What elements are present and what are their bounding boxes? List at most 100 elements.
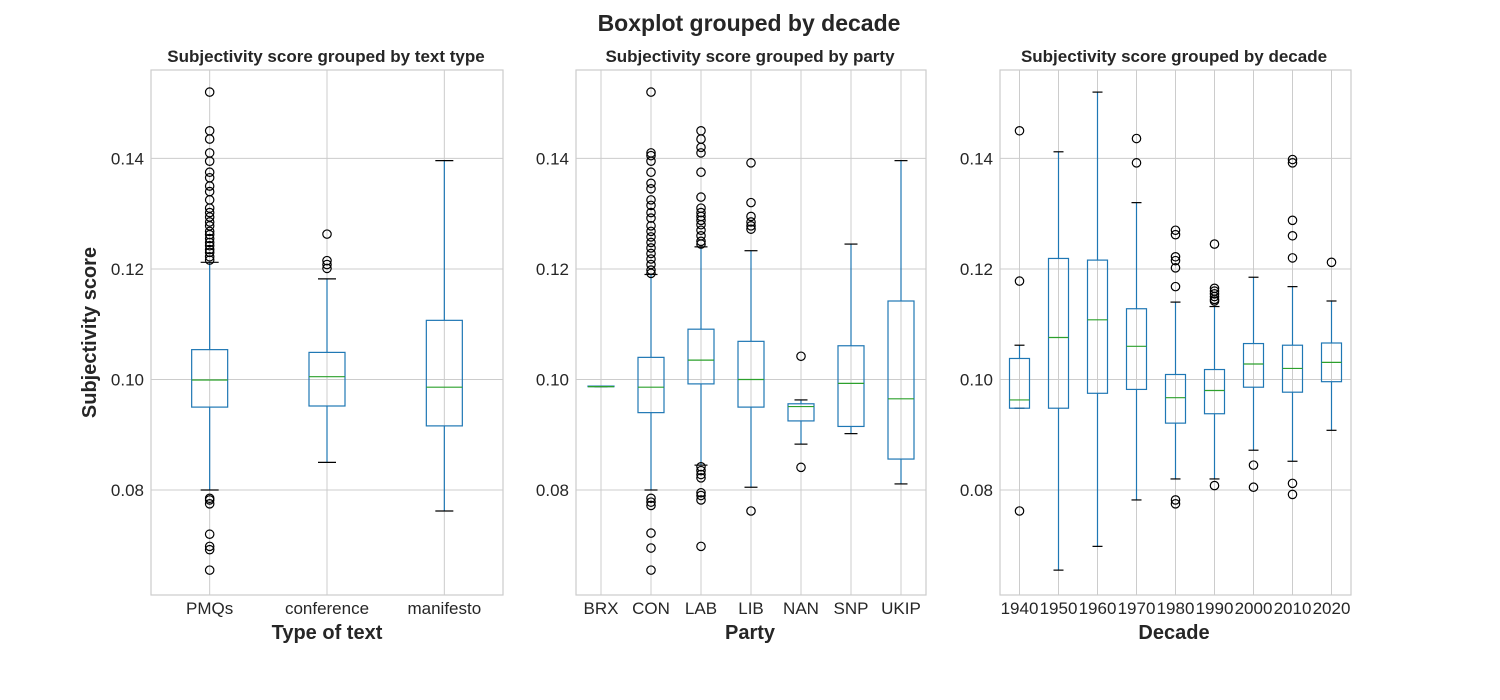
outlier-point bbox=[1287, 230, 1298, 241]
box-1970 bbox=[1125, 133, 1148, 501]
outlier-point bbox=[646, 528, 656, 538]
outlier-point bbox=[204, 229, 215, 240]
y-tick-label: 0.08 bbox=[960, 481, 993, 500]
outlier-point bbox=[204, 207, 215, 218]
y-tick-label: 0.08 bbox=[111, 481, 144, 500]
outlier-point bbox=[646, 226, 656, 237]
outlier-point bbox=[1209, 480, 1220, 491]
outlier-point bbox=[696, 465, 706, 476]
box-BRX bbox=[587, 385, 615, 388]
box-1940 bbox=[1008, 125, 1031, 516]
outlier-point bbox=[746, 224, 756, 234]
outlier-point bbox=[696, 487, 706, 498]
outlier-point bbox=[1287, 489, 1298, 500]
iqr-box bbox=[1125, 308, 1148, 391]
outlier-point bbox=[322, 255, 332, 266]
x-tick-label: 2000 bbox=[1235, 599, 1273, 618]
box-2010 bbox=[1281, 154, 1304, 500]
outlier-point bbox=[646, 248, 656, 259]
outlier-point bbox=[696, 215, 706, 226]
outlier-point bbox=[1170, 251, 1181, 262]
outlier-point bbox=[1287, 158, 1298, 168]
box-LAB bbox=[687, 125, 715, 552]
box-1980 bbox=[1164, 225, 1187, 509]
x-axis-label: Decade bbox=[1138, 622, 1209, 644]
box-conference bbox=[308, 229, 346, 463]
iqr-box bbox=[308, 351, 346, 407]
outlier-point bbox=[322, 229, 332, 239]
outlier-point bbox=[646, 493, 656, 504]
outlier-point bbox=[1014, 276, 1025, 286]
outlier-point bbox=[1287, 478, 1298, 489]
x-tick-label: manifesto bbox=[407, 599, 481, 618]
iqr-box bbox=[1047, 257, 1070, 409]
x-tick-label: PMQs bbox=[186, 599, 233, 618]
x-tick-label: LIB bbox=[738, 599, 764, 618]
outlier-point bbox=[1014, 125, 1025, 136]
y-tick-label: 0.12 bbox=[960, 260, 993, 279]
outlier-point bbox=[1170, 281, 1181, 292]
outlier-point bbox=[1014, 506, 1025, 516]
outlier-point bbox=[646, 213, 656, 223]
outlier-point bbox=[204, 226, 215, 237]
outlier-point bbox=[646, 268, 656, 279]
outlier-point bbox=[746, 221, 756, 231]
box-PMQs bbox=[191, 87, 229, 575]
outlier-point bbox=[1170, 495, 1181, 505]
outlier-point bbox=[1326, 257, 1337, 268]
outlier-point bbox=[696, 148, 706, 158]
iqr-box bbox=[1086, 259, 1109, 394]
outlier-point bbox=[696, 490, 706, 501]
outlier-point bbox=[1170, 263, 1181, 273]
x-tick-label: UKIP bbox=[881, 599, 921, 618]
y-tick-label: 0.14 bbox=[111, 149, 144, 168]
x-axis-label: Type of text bbox=[272, 622, 383, 644]
x-tick-label: 1950 bbox=[1040, 599, 1078, 618]
box-NAN bbox=[787, 351, 815, 473]
x-tick-label: 2020 bbox=[1313, 599, 1351, 618]
y-tick-label: 0.10 bbox=[960, 370, 993, 389]
iqr-box bbox=[787, 403, 815, 422]
outlier-point bbox=[204, 237, 215, 248]
outlier-point bbox=[204, 181, 215, 191]
outlier-point bbox=[204, 244, 215, 255]
outlier-point bbox=[646, 543, 656, 553]
y-tick-label: 0.12 bbox=[536, 260, 569, 279]
outlier-point bbox=[646, 195, 656, 205]
outlier-point bbox=[696, 225, 706, 236]
iqr-box bbox=[637, 356, 665, 414]
outlier-point bbox=[1287, 154, 1298, 165]
outlier-point bbox=[1209, 239, 1220, 249]
box-CON bbox=[637, 87, 665, 575]
panel-2: 0.08 0.10 0.12 0.14 BRX CON LAB LIB NAN SNP UKIP Su… bbox=[536, 47, 927, 644]
outlier-point bbox=[1248, 460, 1259, 470]
iqr-box bbox=[1164, 373, 1187, 424]
outlier-point bbox=[1131, 133, 1142, 144]
outlier-point bbox=[204, 499, 215, 509]
outlier-point bbox=[646, 207, 656, 218]
outlier-point bbox=[322, 263, 332, 274]
outlier-point bbox=[204, 247, 215, 258]
panel-title: Subjectivity score grouped by party bbox=[605, 47, 895, 66]
outlier-point bbox=[646, 156, 656, 166]
outlier-point bbox=[1170, 229, 1181, 240]
outlier-point bbox=[322, 259, 332, 270]
outlier-point bbox=[646, 565, 656, 575]
plot-frame bbox=[575, 69, 927, 596]
outlier-point bbox=[696, 461, 706, 472]
outlier-point bbox=[746, 211, 756, 222]
x-tick-label: 1960 bbox=[1079, 599, 1117, 618]
outlier-point bbox=[204, 541, 215, 552]
panel-title: Subjectivity score grouped by text type bbox=[167, 47, 484, 66]
outlier-point bbox=[696, 207, 706, 218]
outlier-point bbox=[204, 544, 215, 555]
box-1990 bbox=[1203, 239, 1226, 491]
outlier-point bbox=[696, 239, 706, 249]
outlier-point bbox=[696, 219, 706, 230]
outlier-point bbox=[1170, 499, 1181, 509]
panel-1: 0.08 0.10 0.12 0.14 PMQs conference manifesto S… bbox=[79, 47, 504, 644]
iqr-box bbox=[737, 340, 765, 408]
y-tick-label: 0.14 bbox=[536, 149, 569, 168]
outlier-point bbox=[646, 265, 656, 275]
